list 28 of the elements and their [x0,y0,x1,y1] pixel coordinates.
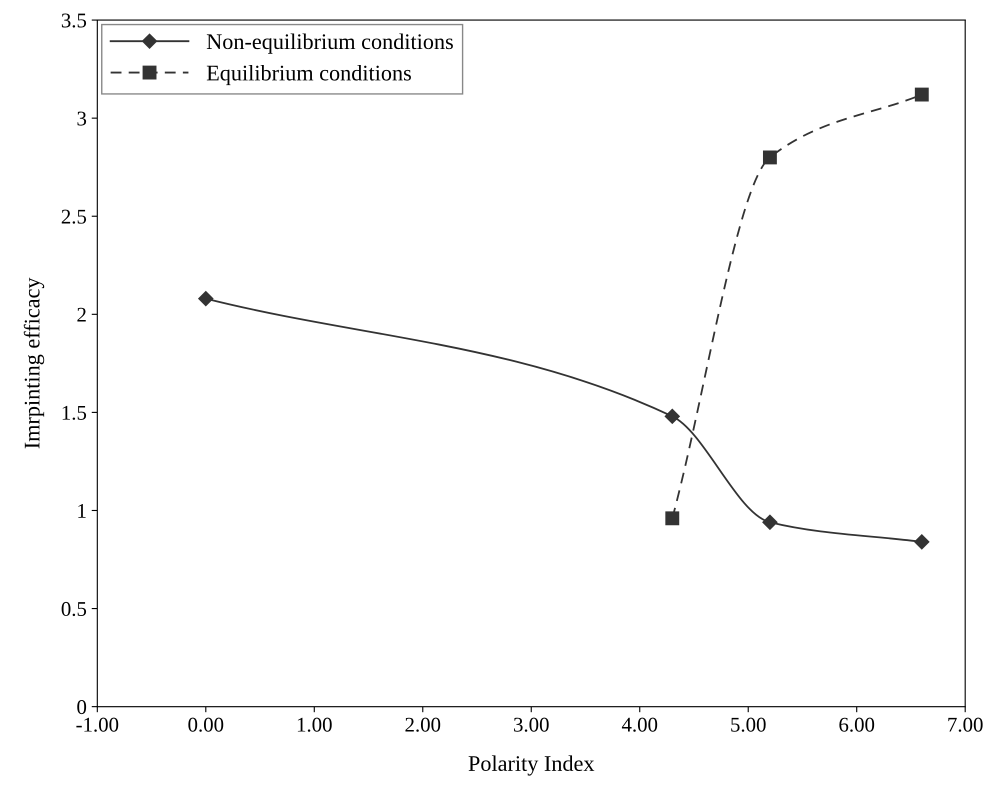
legend-label: Equilibrium conditions [206,64,411,86]
point [665,511,680,526]
point [762,150,777,164]
y-tick-label: 2.5 [62,210,86,224]
x-tick-label: 6.00 [839,718,874,732]
x-tick-label: 0.00 [188,718,224,732]
x-tick-label: 7.00 [948,718,983,732]
y-tick-label: 1.5 [62,406,86,420]
y-tick-label: 1 [78,504,86,518]
point [198,291,214,306]
x-tick-label: 5.00 [731,718,766,732]
x-tick-label: 2.00 [405,718,440,732]
point [914,534,930,550]
y-axis-title: Imrpinting efficacy [24,278,44,448]
x-axis-title: Polarity Index [468,755,594,776]
x-tick-label: 4.00 [622,718,658,732]
x-tick-label: -1.00 [76,718,118,732]
x-tick-label: 3.00 [514,718,549,732]
x-tick-label: 1.00 [298,718,332,732]
y-tick-label: 0.5 [62,602,86,616]
point [664,408,680,424]
point [762,514,778,530]
y-tick-label: 3.5 [62,14,86,28]
y-tick-label: 3 [77,112,86,126]
y-tick-label: 0 [77,700,86,714]
point [914,88,929,102]
legend-label: Non-equilibrium conditions [206,34,453,54]
y-tick-label: 2 [77,308,86,322]
